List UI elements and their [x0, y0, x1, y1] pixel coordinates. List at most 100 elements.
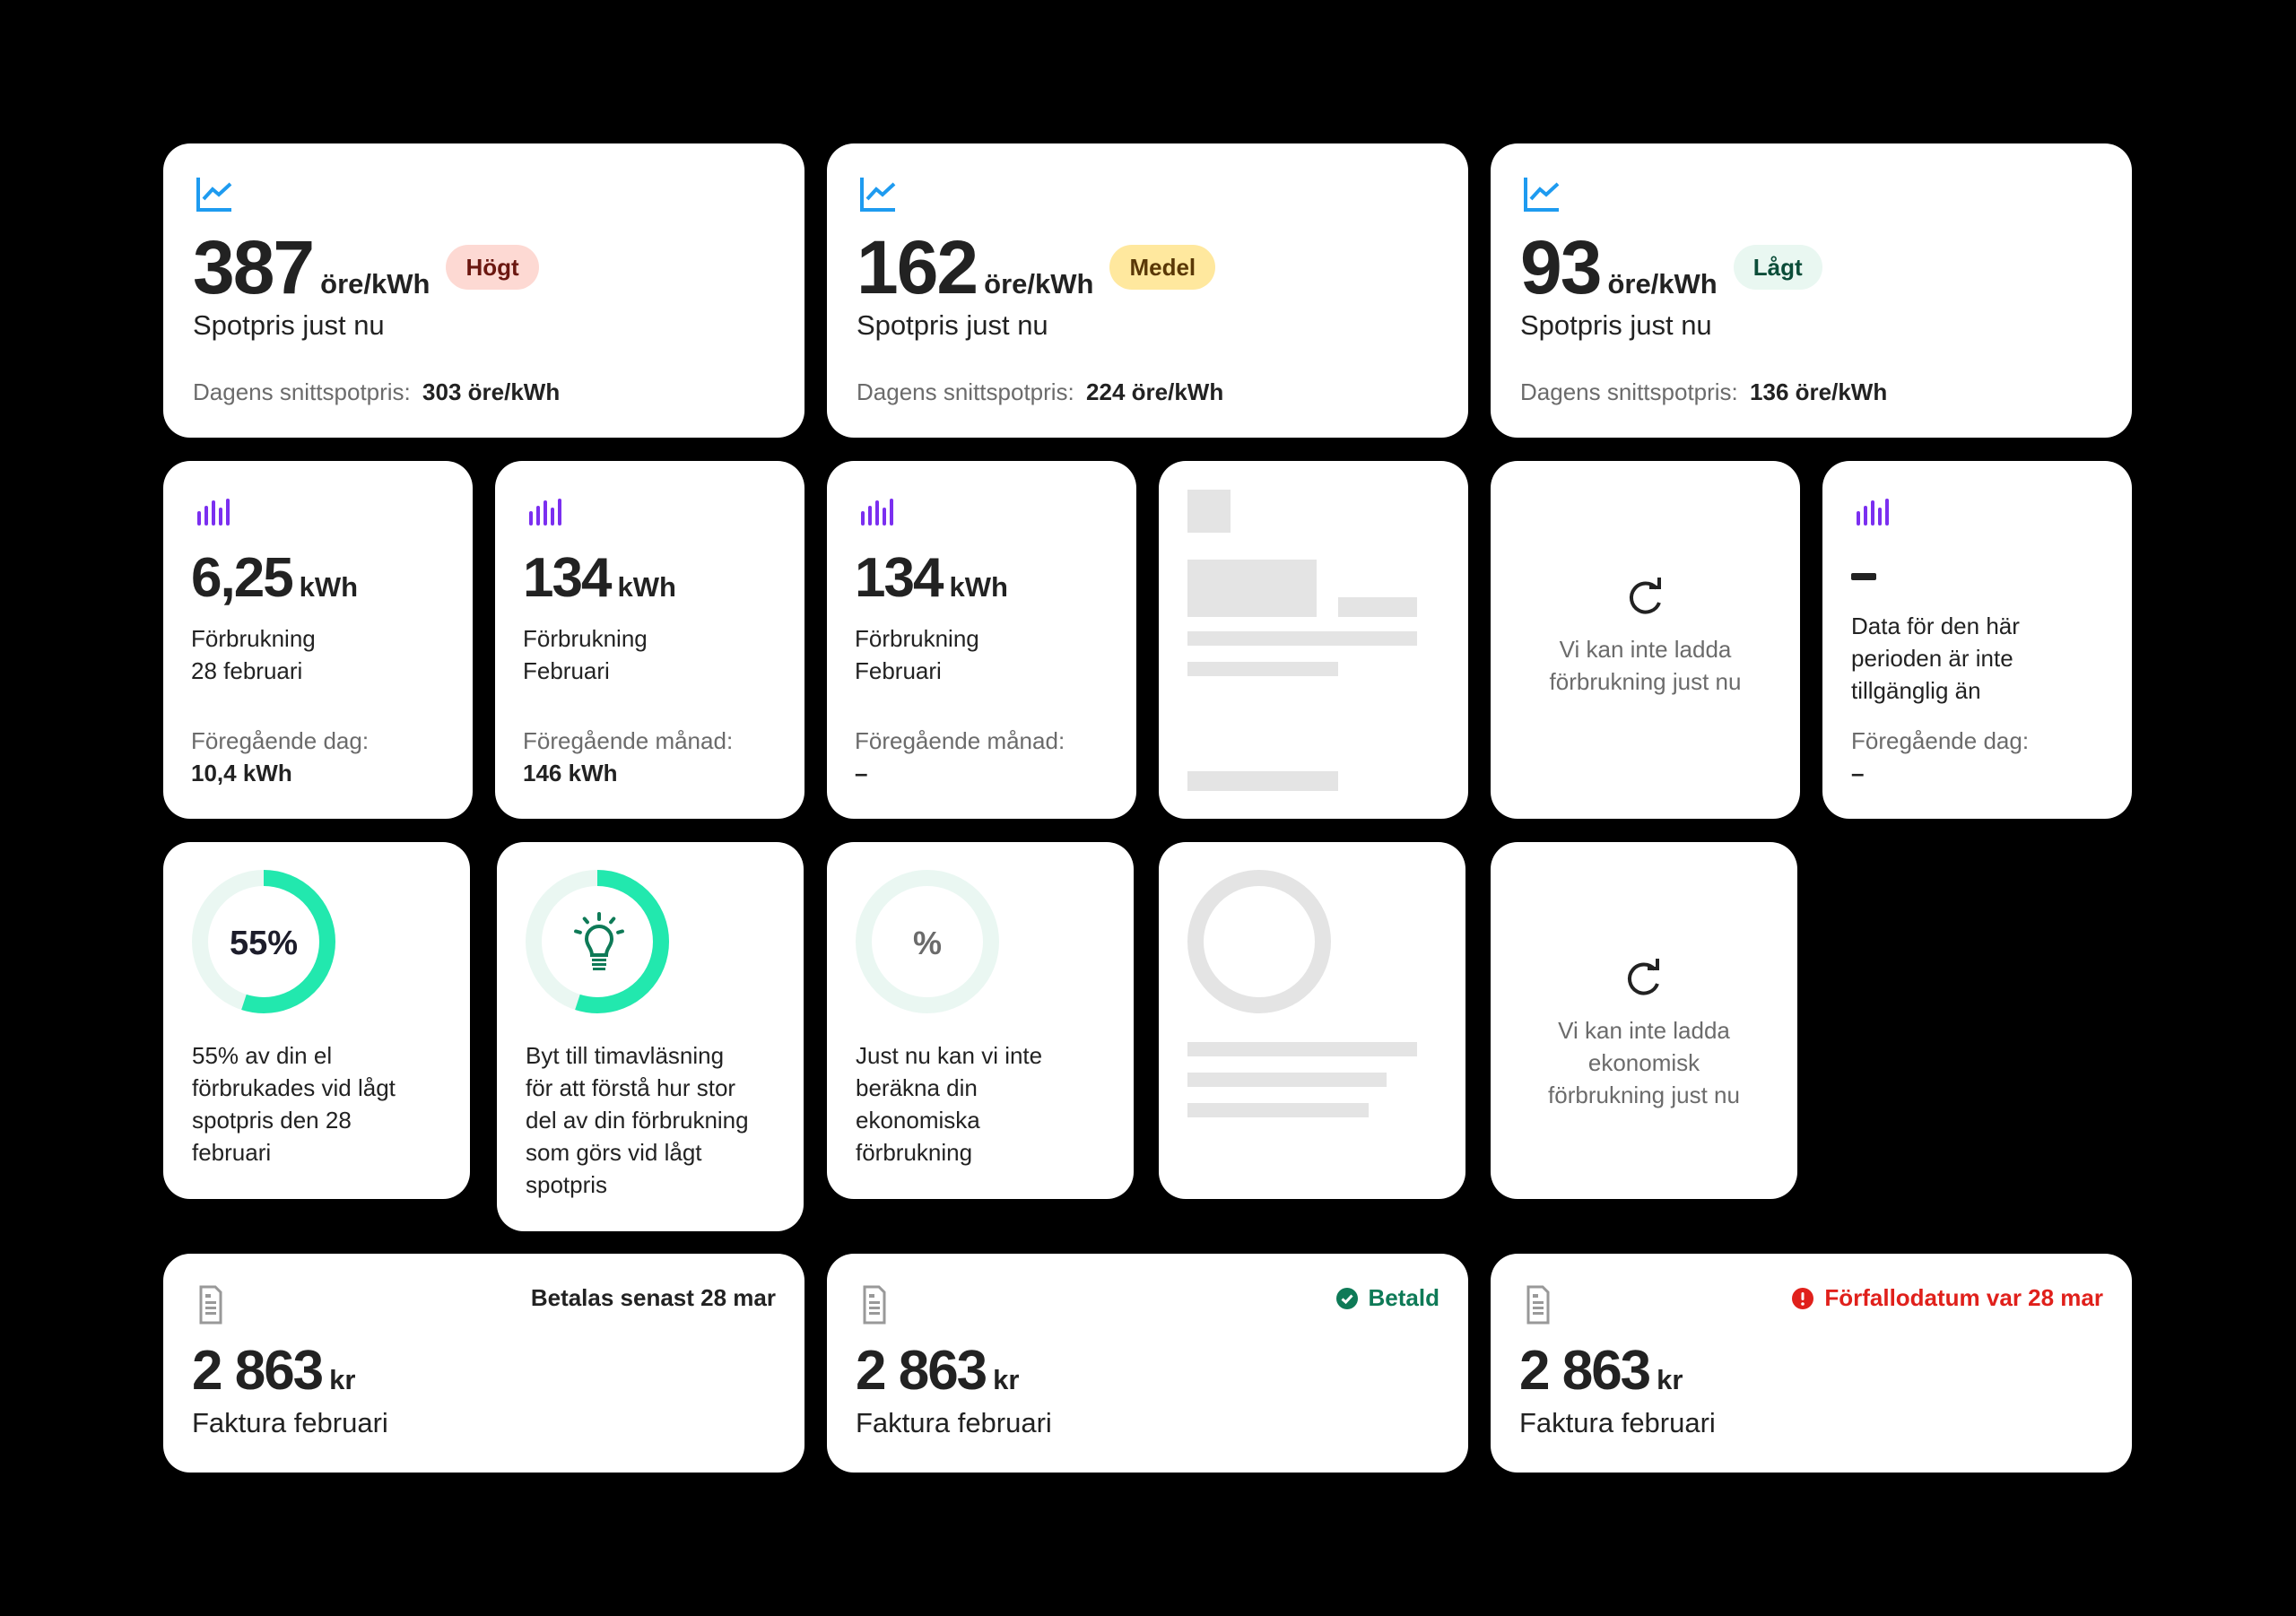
previous-label: Föregående dag:: [191, 727, 370, 754]
error-message: förbrukning just nu: [1549, 668, 1742, 695]
unavailable-message: ekonomiska: [856, 1107, 980, 1134]
usage-value: 6,25: [191, 547, 294, 609]
avg-price-value: 303 öre/kWh: [422, 378, 561, 405]
invoice-currency: kr: [993, 1364, 1020, 1395]
hourly-reading-tip-card[interactable]: Byt till timavläsning för att förstå hur…: [497, 842, 804, 1231]
previous-value: 146 kWh: [523, 760, 618, 786]
skeleton-line: [1187, 1103, 1369, 1117]
error-message: förbrukning just nu: [1548, 1082, 1740, 1108]
usage-label: Förbrukning: [523, 625, 648, 652]
spot-price-unit: öre/kWh: [984, 268, 1094, 300]
spot-price-card-low[interactable]: 93 öre/kWh Lågt Spotpris just nu Dagens …: [1491, 143, 2132, 438]
skeleton-value: [1187, 560, 1317, 617]
share-donut-empty: [856, 870, 999, 1013]
invoice-status: Förfallodatum var 28 mar: [1824, 1284, 2103, 1311]
tip-description: som görs vid lågt: [526, 1139, 702, 1166]
lightbulb-icon: [574, 912, 624, 970]
low-price-share-card[interactable]: 55% 55% av din el förbrukades vid lågt s…: [163, 842, 470, 1199]
invoice-label: Faktura februari: [192, 1407, 388, 1438]
avg-price-value: 224 öre/kWh: [1086, 378, 1224, 405]
share-card-error[interactable]: Vi kan inte ladda ekonomisk förbrukning …: [1491, 842, 1797, 1199]
spot-price-label: Spotpris just nu: [1520, 309, 1712, 341]
error-message: ekonomisk: [1587, 1049, 1700, 1076]
usage-period: 28 februari: [191, 657, 303, 684]
invoice-status: Betald: [1368, 1284, 1439, 1311]
usage-unit: kWh: [617, 571, 676, 603]
spot-price-value: 162: [857, 225, 978, 309]
price-level-badge: Lågt: [1733, 245, 1822, 290]
document-icon: [199, 1285, 222, 1325]
usage-card-month-no-previous[interactable]: 134 kWh Förbrukning Februari Föregående …: [827, 461, 1136, 819]
invoice-amount: 2 863: [192, 1340, 324, 1402]
unavailable-message: förbrukning: [856, 1139, 973, 1166]
share-donut: [192, 870, 335, 1013]
skeleton-icon: [1187, 490, 1231, 533]
skeleton-line: [1187, 1073, 1387, 1087]
invoice-card-due[interactable]: Betalas senast 28 mar 2 863 kr Faktura f…: [163, 1254, 804, 1473]
usage-card-unavailable[interactable]: Data för den här perioden är inte tillgä…: [1822, 461, 2132, 819]
previous-label: Föregående månad:: [855, 727, 1065, 754]
usage-unit: kWh: [949, 571, 1008, 603]
invoice-label: Faktura februari: [1519, 1407, 1716, 1438]
invoice-card-paid[interactable]: Betald 2 863 kr Faktura februari: [827, 1254, 1468, 1473]
invoice-status: Betalas senast 28 mar: [530, 1284, 776, 1311]
skeleton-line: [1187, 662, 1338, 676]
share-description: februari: [192, 1139, 272, 1166]
percent-placeholder: %: [912, 925, 942, 961]
share-card-unavailable[interactable]: % Just nu kan vi inte beräkna din ekonom…: [827, 842, 1134, 1199]
share-description: 55% av din el: [192, 1042, 333, 1069]
no-value-dash: [1851, 573, 1876, 580]
share-description: spotpris den 28: [192, 1107, 352, 1134]
price-level-badge: Medel: [1109, 245, 1216, 290]
skeleton-unit: [1338, 597, 1417, 617]
previous-label: Föregående månad:: [523, 727, 734, 754]
usage-label: Förbrukning: [855, 625, 979, 652]
previous-value: –: [1851, 760, 1865, 786]
document-icon: [1526, 1285, 1550, 1325]
unavailable-message: tillgänglig än: [1851, 677, 1981, 704]
line-chart-icon: [1524, 178, 1560, 212]
spot-price-label: Spotpris just nu: [193, 309, 385, 341]
usage-period: Februari: [523, 657, 610, 684]
tip-description: för att förstå hur stor: [526, 1074, 736, 1101]
skeleton-line: [1187, 1042, 1417, 1056]
share-donut: [526, 870, 669, 1013]
previous-label: Föregående dag:: [1851, 727, 2030, 754]
invoice-currency: kr: [1657, 1364, 1683, 1395]
usage-card-day[interactable]: 6,25 kWh Förbrukning 28 februari Föregåe…: [163, 461, 473, 819]
document-icon: [863, 1285, 886, 1325]
unavailable-message: beräkna din: [856, 1074, 978, 1101]
usage-card-month[interactable]: 134 kWh Förbrukning Februari Föregående …: [495, 461, 804, 819]
avg-price-label: Dagens snittspotpris:: [1520, 378, 1738, 405]
avg-price-label: Dagens snittspotpris:: [193, 378, 411, 405]
usage-unit: kWh: [299, 571, 359, 603]
unavailable-message: Data för den här: [1851, 613, 2020, 639]
spot-price-value: 387: [193, 225, 315, 309]
price-level-badge: Högt: [446, 245, 539, 290]
invoice-label: Faktura februari: [856, 1407, 1052, 1438]
spot-price-value: 93: [1520, 225, 1602, 309]
skeleton-donut: [1187, 870, 1331, 1013]
error-message: Vi kan inte ladda: [1559, 636, 1732, 663]
spot-price-card-medium[interactable]: 162 öre/kWh Medel Spotpris just nu Dagen…: [827, 143, 1468, 438]
previous-value: 10,4 kWh: [191, 760, 292, 786]
bar-chart-icon: [197, 499, 230, 526]
unavailable-message: perioden är inte: [1851, 645, 2013, 672]
refresh-icon[interactable]: [1622, 957, 1665, 1000]
invoice-card-overdue[interactable]: Förfallodatum var 28 mar 2 863 kr Faktur…: [1491, 1254, 2132, 1473]
bar-chart-icon: [861, 499, 893, 526]
usage-card-error[interactable]: Vi kan inte ladda förbrukning just nu: [1491, 461, 1800, 819]
invoice-amount: 2 863: [856, 1340, 987, 1402]
refresh-icon[interactable]: [1624, 576, 1667, 619]
usage-value: 134: [855, 547, 944, 609]
unavailable-message: Just nu kan vi inte: [856, 1042, 1043, 1069]
share-card-loading-skeleton: [1159, 842, 1465, 1199]
spot-price-card-high[interactable]: 387 öre/kWh Högt Spotpris just nu Dagens…: [163, 143, 804, 438]
error-message: Vi kan inte ladda: [1558, 1017, 1730, 1044]
spot-price-unit: öre/kWh: [1607, 268, 1718, 300]
share-percent: 55%: [229, 925, 299, 962]
previous-value: –: [855, 760, 868, 786]
skeleton-line: [1187, 631, 1417, 646]
alert-circle-icon: [1792, 1287, 1814, 1309]
tip-description: Byt till timavläsning: [526, 1042, 725, 1069]
